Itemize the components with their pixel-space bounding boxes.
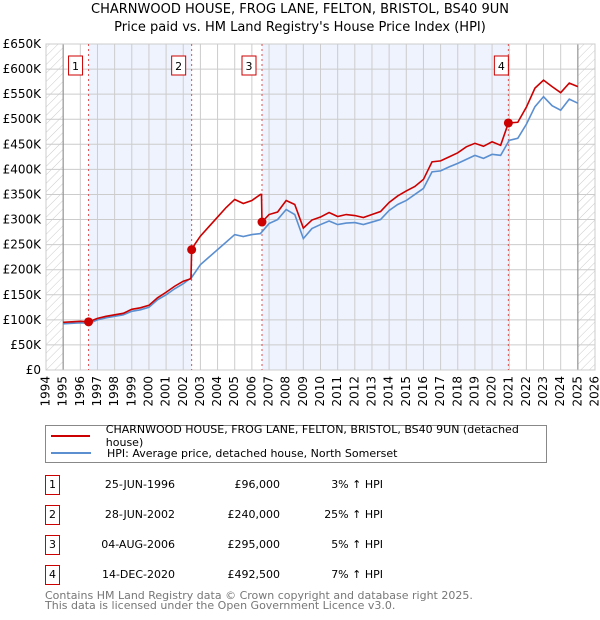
x-tick-label: 2000	[141, 376, 155, 407]
x-tick-label: 2012	[347, 376, 361, 407]
sale-marker-box	[171, 55, 187, 76]
hatched-region	[46, 44, 64, 370]
y-tick-label: £650K	[3, 37, 43, 51]
sale-hpi-diff: 5% ↑ HPI	[331, 538, 383, 551]
sale-row: 2 28-JUN-2002 £240,000 25% ↑ HPI	[45, 505, 545, 525]
sale-date: 04-AUG-2006	[101, 538, 175, 551]
x-tick-label: 2015	[399, 376, 413, 407]
x-tick-label: 1997	[90, 376, 104, 407]
sale-hpi-diff: 7% ↑ HPI	[331, 568, 383, 581]
sale-number-badge: 3	[45, 535, 60, 555]
x-tick-label: 2002	[176, 376, 190, 407]
sale-marker-number: 4	[498, 60, 505, 73]
y-tick-label: £350K	[3, 187, 43, 201]
x-tick-label: 2003	[193, 376, 207, 407]
sale-marker-number: 1	[72, 60, 79, 73]
x-tick-label: 2001	[159, 376, 173, 407]
chart-title: CHARNWOOD HOUSE, FROG LANE, FELTON, BRIS…	[91, 2, 509, 17]
x-tick-label: 2005	[227, 376, 241, 407]
sale-marker-box	[68, 55, 84, 76]
y-tick-label: £500K	[3, 112, 43, 126]
property-price-line	[63, 79, 579, 324]
x-tick-label: 2006	[244, 376, 258, 407]
y-tick-label: £550K	[3, 87, 43, 101]
legend-label: CHARNWOOD HOUSE, FROG LANE, FELTON, BRIS…	[105, 423, 519, 449]
x-tick-label: 1996	[73, 376, 87, 407]
sale-row: 1 25-JUN-1996 £96,000 3% ↑ HPI	[45, 475, 545, 495]
x-tick-label: 2009	[296, 376, 310, 407]
x-tick-label: 1998	[107, 376, 121, 407]
x-tick-label: 2022	[519, 376, 533, 407]
sale-row: 4 14-DEC-2020 £492,500 7% ↑ HPI	[45, 565, 545, 585]
x-tick-label: 2016	[416, 376, 430, 407]
legend-item-hpi: HPI: Average price, detached house, Nort…	[46, 445, 397, 461]
legend-label: HPI: Average price, detached house, Nort…	[107, 446, 398, 460]
x-tick-label: 2004	[210, 376, 224, 407]
sale-price: £295,000	[227, 538, 281, 551]
y-tick-label: £250K	[3, 238, 43, 252]
red-line-icon	[51, 435, 90, 437]
x-tick-label: 2017	[433, 376, 447, 407]
sale-hpi-diff: 25% ↑ HPI	[324, 508, 383, 521]
y-tick-label: £300K	[3, 213, 43, 227]
x-tick-label: 2021	[502, 376, 516, 407]
sale-point	[84, 317, 94, 327]
x-tick-label: 2024	[553, 376, 567, 407]
x-tick-label: 1995	[56, 376, 70, 407]
footer-licence: This data is licensed under the Open Gov…	[45, 599, 396, 612]
x-tick-label: 2014	[382, 376, 396, 407]
sale-point	[187, 245, 197, 255]
sale-number-badge: 4	[45, 565, 60, 585]
sale-price: £492,500	[227, 568, 281, 581]
price-chart: 1994 1995 1996 1997 1998 1999 2000 2001 2002 2003…	[3, 37, 600, 407]
y-tick-label: £200K	[3, 263, 43, 277]
x-tick-label: 2023	[536, 376, 550, 407]
sale-number-badge: 2	[45, 505, 60, 525]
sale-hpi-diff: 3% ↑ HPI	[331, 478, 383, 491]
sale-point	[503, 118, 513, 128]
chart-subtitle: Price paid vs. HM Land Registry's House …	[114, 20, 486, 35]
x-tick-label: 2019	[467, 376, 481, 407]
sale-row: 3 04-AUG-2006 £295,000 5% ↑ HPI	[45, 535, 545, 555]
y-tick-label: £0	[26, 363, 41, 377]
x-tick-label: 2018	[450, 376, 464, 407]
x-tick-label: 2010	[313, 376, 327, 407]
y-tick-label: £150K	[3, 288, 43, 302]
legend-item-property: CHARNWOOD HOUSE, FROG LANE, FELTON, BRIS…	[46, 423, 546, 449]
x-tick-label: 2013	[364, 376, 378, 407]
sale-date: 25-JUN-1996	[104, 478, 175, 491]
y-tick-label: £100K	[3, 313, 43, 327]
sale-marker-box	[493, 55, 509, 76]
x-tick-label: 1999	[124, 376, 138, 407]
sale-price: £96,000	[234, 478, 281, 491]
x-tick-label: 2011	[330, 376, 344, 407]
sale-date: 28-JUN-2002	[104, 508, 175, 521]
sale-marker-number: 2	[175, 60, 182, 73]
x-tick-label: 2026	[588, 376, 600, 407]
y-tick-label: £450K	[3, 137, 43, 151]
x-tick-label: 2020	[485, 376, 499, 407]
sale-marker-box	[241, 55, 257, 76]
sale-marker-number: 3	[245, 60, 252, 73]
x-tick-label: 1994	[39, 376, 53, 407]
y-tick-label: £50K	[10, 338, 42, 352]
hatched-region	[577, 44, 595, 370]
x-tick-label: 2025	[570, 376, 584, 407]
blue-line-icon	[51, 452, 91, 454]
sale-date: 14-DEC-2020	[101, 568, 175, 581]
y-tick-label: £600K	[3, 62, 43, 76]
sale-point	[257, 217, 267, 227]
y-tick-label: £400K	[3, 162, 43, 176]
shaded-period	[88, 44, 192, 370]
footer-copyright: Contains HM Land Registry data © Crown c…	[45, 589, 473, 602]
sale-number-badge: 1	[45, 475, 60, 495]
plot-border	[45, 43, 596, 371]
hpi-line	[63, 95, 579, 325]
legend: CHARNWOOD HOUSE, FROG LANE, FELTON, BRIS…	[45, 423, 547, 463]
sale-price: £240,000	[227, 508, 281, 521]
x-tick-label: 2007	[262, 376, 276, 407]
x-tick-label: 2008	[279, 376, 293, 407]
